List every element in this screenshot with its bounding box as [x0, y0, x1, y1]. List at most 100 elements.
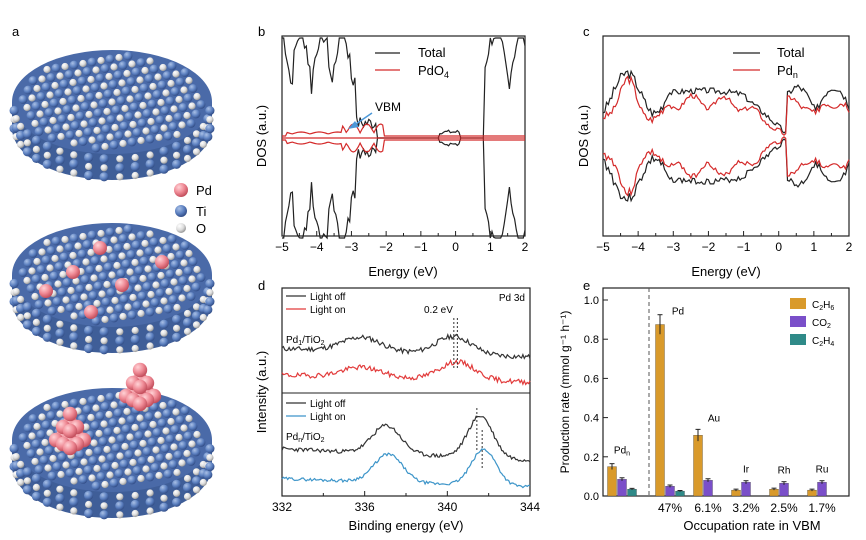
ti-atom [100, 402, 110, 411]
ti-atom [162, 71, 172, 80]
ti-atom [160, 279, 170, 288]
o-atom [43, 403, 51, 412]
panel-d-xps-plot: 344 340 336 332 Intensity (a.u.) Binding en… [254, 287, 540, 533]
bar-c2h6-4 [769, 488, 779, 497]
ti-atom [172, 141, 182, 151]
ti-atom [118, 234, 128, 243]
o-atom [56, 320, 64, 328]
o-atom [101, 142, 109, 151]
o-atom [85, 500, 93, 509]
ti-atom [137, 118, 147, 128]
top-light-off-label: Light off [310, 292, 346, 303]
o-atom [38, 75, 46, 83]
o-atom [183, 309, 192, 318]
o-atom [108, 271, 116, 279]
shift-label: 0.2 eV [424, 305, 453, 316]
ti-atom [18, 433, 28, 442]
o-atom [70, 139, 78, 147]
bar-co2-4 [779, 483, 789, 497]
o-atom [149, 82, 157, 91]
pd-atom [39, 284, 53, 298]
o-atom [146, 151, 154, 159]
pdo4-dos-down-line [282, 139, 525, 153]
o-atom [116, 346, 124, 354]
o-atom [180, 86, 188, 94]
ti-atom [44, 108, 54, 117]
panel-letter-c: c [583, 24, 590, 39]
o-atom [56, 338, 64, 346]
o-atom [41, 100, 49, 109]
ti-atom [139, 256, 149, 266]
legend-o-label: O [196, 221, 206, 236]
ti-atom [162, 244, 172, 253]
o-atom [85, 110, 93, 119]
o-atom [119, 477, 127, 486]
ti-atom [123, 224, 133, 234]
ti-atom [111, 443, 121, 453]
o-atom [56, 165, 64, 173]
o-atom [137, 136, 145, 145]
o-atom [131, 326, 139, 335]
x-tick-label: −4 [631, 240, 645, 254]
ti-atom [182, 144, 193, 155]
o-atom [116, 155, 124, 163]
ti-atom [9, 443, 19, 454]
metal-label: Rh [778, 466, 791, 477]
ti-atom [145, 332, 155, 342]
ti-atom [42, 159, 52, 169]
o-atom [199, 478, 207, 487]
o-atom [159, 401, 167, 410]
o-atom [157, 271, 165, 280]
o-atom [126, 433, 134, 441]
o-atom [183, 136, 192, 145]
ti-atom [159, 484, 169, 494]
ti-atom [88, 291, 98, 300]
o-atom [54, 107, 62, 115]
ti-atom [46, 411, 56, 420]
ti-atom [55, 493, 65, 503]
ti-atom [126, 250, 136, 259]
pdo4-dos-up-line [282, 123, 525, 137]
ti-atom [34, 127, 44, 136]
metal-label: Au [708, 413, 720, 424]
ti-atom [108, 80, 118, 89]
o-atom [188, 102, 196, 110]
o-atom [82, 423, 90, 431]
ti-atom [127, 137, 137, 147]
o-atom [110, 63, 118, 71]
occupation-label: 6.1% [694, 501, 722, 515]
x-tick-label: 1 [487, 240, 494, 254]
o-atom [178, 459, 186, 467]
ti-atom [36, 430, 46, 439]
ti-atom [62, 105, 72, 114]
bar-c2h6-1 [655, 324, 665, 497]
ti-atom [96, 472, 106, 481]
o-atom [139, 439, 147, 448]
ti-atom [39, 455, 49, 465]
ti-atom [203, 305, 213, 315]
ti-atom [203, 132, 213, 142]
ti-atom [84, 343, 94, 354]
ti-atom [196, 438, 206, 447]
ti-atom [103, 89, 113, 99]
ti-atom [191, 109, 201, 119]
ti-atom [165, 96, 175, 106]
ti-atom [163, 469, 173, 479]
ti-atom [109, 478, 119, 488]
vbm-annotation: VBM [375, 100, 401, 114]
o-atom [43, 65, 51, 74]
ti-atom [105, 392, 115, 402]
o-atom [59, 97, 67, 106]
ti-atom [116, 96, 126, 105]
o-atom [64, 88, 72, 96]
bottom-light-on-label: Light on [310, 412, 346, 423]
o-atom [152, 108, 160, 116]
o-atom [36, 110, 44, 118]
panel-e-xlabel: Occupation rate in VBM [683, 518, 820, 533]
ti-atom [188, 257, 198, 266]
ti-atom [170, 260, 180, 269]
o-atom [119, 312, 127, 321]
o-atom [160, 494, 168, 502]
o-atom [134, 449, 142, 457]
x-tick-label: 0 [452, 240, 459, 254]
